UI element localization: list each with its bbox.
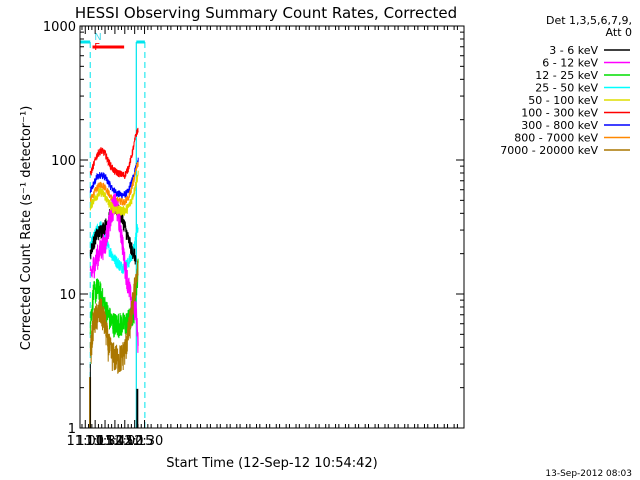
x-tick-label-5: 12:15 xyxy=(116,434,153,449)
legend-label-5: 100 - 300 keV xyxy=(521,107,598,120)
y-tick-label-3: 1000 xyxy=(43,20,76,35)
legend-label-0: 3 - 6 keV xyxy=(549,44,598,57)
x-axis-label: Start Time (12-Sep-12 10:54:42) xyxy=(166,456,377,471)
series-line-4 xyxy=(89,170,139,216)
x-tick-label-6: 12:30 xyxy=(126,434,163,449)
plot-frame xyxy=(79,25,465,429)
x-tick-label-0: 11:00 xyxy=(67,434,104,449)
legend-label-3: 25 - 50 keV xyxy=(535,82,598,95)
timestamp: 13-Sep-2012 08:03 xyxy=(545,469,632,479)
series-line-6 xyxy=(89,157,139,199)
series-line-5 xyxy=(89,127,139,179)
series-tail-0 xyxy=(136,388,139,428)
legend-label-2: 12 - 25 keV xyxy=(535,69,598,82)
x-tick-label-4: 12:00 xyxy=(106,434,143,449)
y-axis-label: Corrected Count Rate (s⁻¹ detector⁻¹) xyxy=(19,106,34,351)
legend-header-0: Det 1,3,5,6,7,9, xyxy=(546,14,632,27)
legend-label-8: 7000 - 20000 keV xyxy=(500,144,598,157)
legend-label-1: 6 - 12 keV xyxy=(542,57,598,70)
y-tick-label-2: 100 xyxy=(51,154,76,169)
series-line-8 xyxy=(89,260,139,374)
x-tick-label-1: 11:15 xyxy=(76,434,113,449)
x-tick-label-2: 11:30 xyxy=(86,434,123,449)
chart-title: HESSI Observing Summary Count Rates, Cor… xyxy=(75,4,457,22)
legend-header-1: Att 0 xyxy=(606,26,632,39)
series-line-1 xyxy=(89,192,139,353)
legend-label-7: 800 - 7000 keV xyxy=(514,132,598,145)
flag-label-n: N xyxy=(94,32,101,43)
legend-label-4: 50 - 100 keV xyxy=(528,94,598,107)
y-tick-label-0: 1 xyxy=(68,422,76,437)
legend-label-6: 300 - 800 keV xyxy=(521,119,598,132)
x-tick-label-3: 11:45 xyxy=(96,434,133,449)
y-tick-label-1: 10 xyxy=(59,288,76,303)
